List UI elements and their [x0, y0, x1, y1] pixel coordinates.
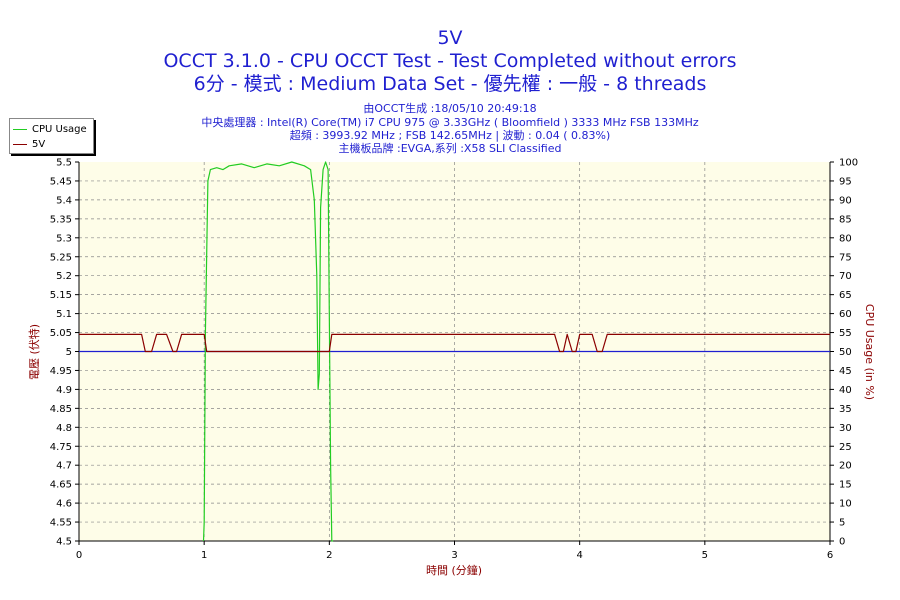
legend-swatch-cpu-usage [13, 128, 27, 130]
y-left-tick-label: 4.6 [56, 499, 72, 510]
y-right-tick-label: 75 [839, 252, 852, 263]
y-right-tick-label: 25 [839, 442, 852, 453]
y-left-tick-label: 5.25 [50, 252, 72, 263]
x-tick-label: 6 [827, 550, 833, 561]
chart-subtitle-test: OCCT 3.1.0 - CPU OCCT Test - Test Comple… [163, 50, 737, 72]
info-overclock: 超頻 : 3993.92 MHz ; FSB 142.65MHz | 波動 : … [289, 129, 611, 142]
y-right-tick-label: 5 [839, 518, 845, 529]
y-right-tick-label: 100 [839, 158, 858, 169]
y-right-tick-label: 85 [839, 214, 852, 225]
y-right-tick-label: 95 [839, 176, 852, 187]
x-tick-label: 1 [201, 550, 207, 561]
y-left-tick-label: 4.9 [56, 385, 72, 396]
info-generated: 由OCCT生成 :18/05/10 20:49:18 [363, 102, 537, 115]
y-left-tick-label: 5.5 [56, 158, 72, 169]
y-left-tick-label: 5.4 [56, 195, 72, 206]
y-right-tick-label: 0 [839, 537, 845, 548]
y-left-tick-label: 4.8 [56, 423, 72, 434]
series-line-cpu-usage [202, 161, 334, 542]
y-left-tick-label: 5.05 [50, 328, 72, 339]
y-axis-left-title: 電壓 (伏特) [27, 324, 41, 380]
y-right-tick-label: 40 [839, 385, 852, 396]
legend-label-5v: 5V [32, 138, 46, 150]
chart-title: 5V [437, 27, 463, 49]
x-axis-title: 時間 (分鐘) [426, 563, 482, 577]
y-left-tick-label: 4.95 [50, 366, 72, 377]
y-right-tick-label: 55 [839, 328, 852, 339]
y-axis-right-title: CPU Usage (in %) [863, 304, 876, 400]
y-left-tick-label: 5.1 [56, 309, 72, 320]
legend-swatch-5v [13, 143, 27, 145]
y-right-tick-label: 80 [839, 233, 852, 244]
legend-label-cpu-usage: CPU Usage [32, 123, 87, 135]
y-left-tick-label: 4.5 [56, 537, 72, 548]
y-left-tick-label: 4.85 [50, 404, 72, 415]
y-right-tick-label: 15 [839, 480, 852, 491]
info-cpu: 中央處理器 : Intel(R) Core(TM) i7 CPU 975 @ 3… [201, 116, 699, 129]
y-right-tick-label: 45 [839, 366, 852, 377]
y-left-tick-label: 4.7 [56, 461, 72, 472]
y-left-tick-label: 5.45 [50, 176, 72, 187]
x-tick-label: 5 [702, 550, 708, 561]
y-left-tick-label: 5.2 [56, 271, 72, 282]
y-left-tick-label: 4.65 [50, 480, 72, 491]
y-left-tick-label: 5.35 [50, 214, 72, 225]
legend-item-5v: 5V [13, 137, 45, 151]
x-tick-label: 3 [451, 550, 457, 561]
y-left-tick-label: 5 [66, 347, 72, 358]
chart-legend: CPU Usage 5V [9, 118, 94, 154]
x-tick-label: 0 [76, 550, 82, 561]
y-left-tick-label: 4.75 [50, 442, 72, 453]
y-right-tick-label: 90 [839, 195, 852, 206]
legend-item-cpu-usage: CPU Usage [13, 122, 87, 136]
series-line-5v [79, 333, 830, 353]
y-left-tick-label: 4.55 [50, 518, 72, 529]
y-right-tick-label: 10 [839, 499, 852, 510]
y-right-tick-label: 70 [839, 271, 852, 282]
y-left-tick-label: 5.3 [56, 233, 72, 244]
y-right-tick-label: 50 [839, 347, 852, 358]
y-right-tick-label: 35 [839, 404, 852, 415]
x-tick-label: 2 [326, 550, 332, 561]
y-right-tick-label: 20 [839, 461, 852, 472]
y-right-tick-label: 60 [839, 309, 852, 320]
y-right-tick-label: 30 [839, 423, 852, 434]
y-right-tick-label: 65 [839, 290, 852, 301]
info-motherboard: 主機板品牌 :EVGA,系列 :X58 SLI Classified [338, 142, 562, 155]
x-tick-label: 4 [576, 550, 582, 561]
y-left-tick-label: 5.15 [50, 290, 72, 301]
chart-subtitle-mode: 6分 - 模式 : Medium Data Set - 優先權 : 一般 - 8… [193, 73, 707, 95]
